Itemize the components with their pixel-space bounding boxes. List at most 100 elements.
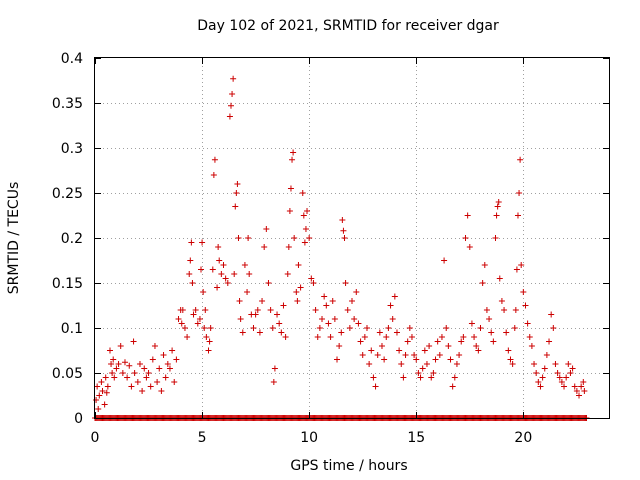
data-point (209, 266, 216, 273)
data-point (535, 379, 542, 385)
data-point (189, 280, 196, 286)
data-point (115, 361, 122, 367)
data-point (175, 316, 182, 322)
data-point (220, 262, 227, 268)
data-point (181, 325, 188, 331)
data-point (200, 289, 207, 295)
data-point (423, 361, 430, 367)
data-point (113, 365, 120, 372)
data-point (334, 356, 341, 363)
data-point (319, 316, 326, 322)
data-point (205, 347, 212, 354)
data-point (415, 370, 422, 376)
data-point (188, 239, 195, 246)
data-point (462, 235, 469, 241)
data-point (192, 307, 199, 313)
grid-lines (95, 58, 609, 418)
data-point (101, 401, 108, 408)
data-point (236, 298, 243, 304)
data-point (198, 266, 205, 273)
data-point (400, 374, 407, 381)
data-point (99, 388, 106, 394)
data-point (117, 343, 124, 349)
data-point (141, 365, 148, 372)
data-point (325, 320, 332, 327)
data-point (154, 379, 161, 385)
data-point (158, 388, 165, 394)
data-point (285, 244, 292, 250)
x-tick-labels: 0 5 10 15 20 (91, 430, 533, 446)
data-point (528, 343, 535, 349)
data-point (284, 271, 291, 277)
data-point (389, 316, 396, 322)
y-tick-label: 0.35 (52, 96, 83, 112)
data-point (413, 356, 420, 363)
data-point (310, 280, 317, 286)
data-point (306, 235, 313, 241)
data-point (571, 383, 578, 390)
data-point (299, 190, 306, 196)
data-point (229, 91, 236, 97)
data-point (211, 156, 218, 163)
data-point (458, 338, 465, 345)
data-point (468, 320, 475, 327)
data-point (464, 212, 471, 219)
data-point (524, 320, 531, 327)
data-point (323, 302, 330, 309)
data-point (432, 356, 439, 363)
data-point (554, 370, 561, 376)
data-point (254, 307, 261, 313)
y-tick-labels: 0 0.05 0.1 0.15 0.2 0.25 0.3 0.35 0.4 (52, 51, 83, 427)
data-point (449, 383, 456, 390)
y-tick-label: 0.4 (61, 51, 83, 67)
data-point (235, 235, 242, 241)
data-point (404, 338, 411, 345)
data-point (438, 334, 445, 340)
data-point (357, 338, 364, 345)
plot-frame (94, 57, 610, 419)
y-tick-label: 0.3 (61, 141, 83, 157)
data-point (252, 311, 259, 318)
data-point (256, 329, 263, 336)
data-point (548, 311, 555, 318)
data-point (565, 361, 572, 367)
data-point (513, 266, 520, 273)
x-tick-label: 15 (407, 430, 425, 446)
data-point (196, 316, 203, 322)
data-point (110, 356, 117, 363)
data-point (567, 370, 574, 376)
data-point (202, 307, 209, 313)
data-point (293, 289, 300, 295)
data-point (104, 383, 111, 390)
data-point (539, 374, 546, 381)
data-point (396, 347, 403, 354)
data-point (363, 325, 370, 331)
data-point (391, 293, 398, 300)
data-point (173, 356, 180, 363)
data-point (304, 208, 311, 214)
y-tick-label: 0.05 (52, 366, 83, 382)
data-point (496, 275, 503, 282)
data-point (291, 235, 298, 241)
data-point (447, 356, 454, 363)
data-point (269, 325, 276, 331)
data-point (366, 361, 373, 367)
data-point (516, 190, 523, 196)
data-point (561, 383, 568, 390)
data-point (201, 325, 208, 331)
data-point (206, 338, 213, 345)
data-point (149, 356, 156, 363)
y-tick-label: 0.25 (52, 186, 83, 202)
x-tick-label: 10 (300, 430, 318, 446)
data-points (92, 75, 590, 421)
data-point (569, 365, 576, 372)
data-point (95, 406, 102, 412)
data-point (526, 334, 533, 340)
data-point (445, 343, 452, 349)
data-point (419, 365, 426, 372)
data-point (227, 102, 234, 109)
data-point (517, 156, 524, 163)
data-point (537, 383, 544, 390)
data-point (276, 320, 283, 327)
